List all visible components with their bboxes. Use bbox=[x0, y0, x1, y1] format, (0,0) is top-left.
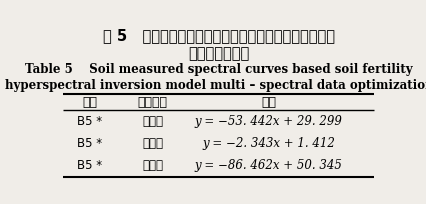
Text: 有效磷: 有效磷 bbox=[142, 159, 163, 172]
Text: 有效钾: 有效钾 bbox=[142, 137, 163, 150]
Text: hyperspectral inversion model multi – spectral data optimization: hyperspectral inversion model multi – sp… bbox=[5, 79, 426, 92]
Text: B5 *: B5 * bbox=[77, 137, 102, 150]
Text: 有机质: 有机质 bbox=[142, 115, 163, 128]
Text: y = −86. 462x + 50. 345: y = −86. 462x + 50. 345 bbox=[194, 159, 342, 172]
Text: 表 5   基于土壤实测光谱曲线土壤肥力高光谱反演模型的: 表 5 基于土壤实测光谱曲线土壤肥力高光谱反演模型的 bbox=[103, 28, 334, 43]
Text: 多光谱数据优化: 多光谱数据优化 bbox=[188, 46, 249, 61]
Text: 肥力参数: 肥力参数 bbox=[137, 96, 167, 109]
Text: y = −2. 343x + 1. 412: y = −2. 343x + 1. 412 bbox=[201, 137, 334, 150]
Text: B5 *: B5 * bbox=[77, 159, 102, 172]
Text: Table 5    Soil measured spectral curves based soil fertility: Table 5 Soil measured spectral curves ba… bbox=[25, 63, 412, 76]
Text: y = −53. 442x + 29. 299: y = −53. 442x + 29. 299 bbox=[194, 115, 342, 128]
Text: 模型: 模型 bbox=[260, 96, 275, 109]
Text: B5 *: B5 * bbox=[77, 115, 102, 128]
Text: 波段: 波段 bbox=[82, 96, 97, 109]
